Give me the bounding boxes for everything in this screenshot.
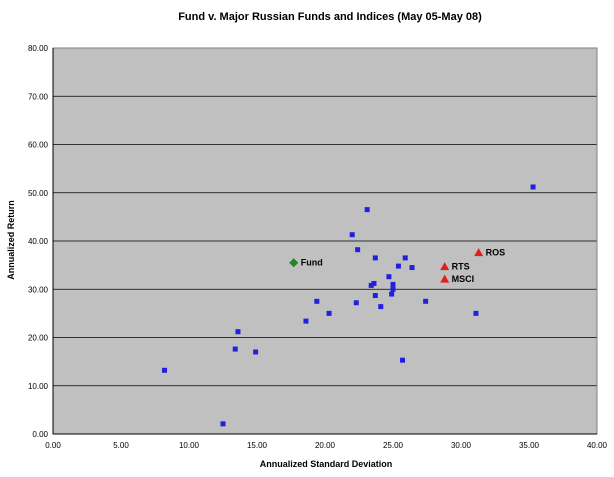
- y-tick-label: 40.00: [28, 237, 49, 246]
- index-point: [440, 274, 450, 283]
- fund-point: [389, 291, 395, 297]
- index-point: [440, 262, 450, 271]
- fund-point: [386, 274, 392, 280]
- fund-point: [530, 184, 536, 190]
- fund-point: [395, 263, 401, 269]
- fund-point: [220, 421, 226, 427]
- fund-point: [372, 293, 378, 299]
- point-label: RTS: [452, 262, 470, 272]
- fund-point: [409, 265, 415, 271]
- fund-point: [162, 367, 168, 373]
- x-tick-label: 20.00: [315, 441, 336, 450]
- fund-point: [349, 232, 355, 238]
- fund-point: [326, 310, 332, 316]
- x-tick-label: 15.00: [247, 441, 268, 450]
- x-tick-label: 40.00: [587, 441, 608, 450]
- chart-title: Fund v. Major Russian Funds and Indices …: [178, 11, 482, 23]
- fund-point: [355, 247, 361, 253]
- y-tick-label: 0.00: [32, 430, 48, 439]
- fund-point: [253, 349, 259, 355]
- fund-point-highlight: [289, 258, 299, 268]
- point-label: MSCI: [452, 274, 475, 284]
- y-tick-label: 70.00: [28, 92, 49, 101]
- fund-point: [390, 281, 396, 287]
- fund-point: [372, 255, 378, 261]
- x-tick-label: 30.00: [451, 441, 472, 450]
- fund-point: [353, 300, 359, 306]
- fund-point: [364, 207, 370, 213]
- point-label: ROS: [486, 248, 506, 258]
- fund-point: [235, 329, 241, 335]
- y-tick-label: 10.00: [28, 382, 49, 391]
- x-tick-labels: 0.00 5.00 10.00 15.00 20.00 25.00 30.00 35.00 40…: [45, 441, 607, 450]
- fund-point: [368, 282, 374, 288]
- fund-point: [314, 298, 320, 304]
- fund-point: [303, 318, 309, 324]
- index-point: [474, 248, 484, 257]
- x-tick-label: 10.00: [179, 441, 200, 450]
- y-tick-label: 60.00: [28, 141, 49, 150]
- fund-point: [390, 286, 396, 292]
- point-label: Fund: [301, 258, 323, 268]
- y-tick-label: 20.00: [28, 334, 49, 343]
- y-tick-labels: 0.00 10.00 20.00 30.00 40.00 50.00 60.00 70.00 8…: [28, 44, 49, 439]
- fund-point: [371, 280, 377, 286]
- x-tick-label: 35.00: [519, 441, 540, 450]
- y-tick-label: 30.00: [28, 285, 49, 294]
- x-tick-label: 5.00: [113, 441, 129, 450]
- y-axis-label: Annualized Return: [6, 200, 16, 280]
- fund-point: [378, 304, 384, 310]
- x-axis-label: Annualized Standard Deviation: [260, 459, 393, 469]
- fund-point: [402, 255, 408, 261]
- fund-point: [473, 310, 479, 316]
- fund-point: [400, 357, 406, 363]
- fund-point: [423, 298, 429, 304]
- axes: [52, 47, 598, 435]
- y-tick-label: 50.00: [28, 189, 49, 198]
- x-tick-label: 0.00: [45, 441, 61, 450]
- data-points: Fund ROS RTS MSCI: [162, 184, 536, 427]
- x-tick-label: 25.00: [383, 441, 404, 450]
- y-tick-label: 80.00: [28, 44, 49, 53]
- fund-point: [232, 346, 238, 352]
